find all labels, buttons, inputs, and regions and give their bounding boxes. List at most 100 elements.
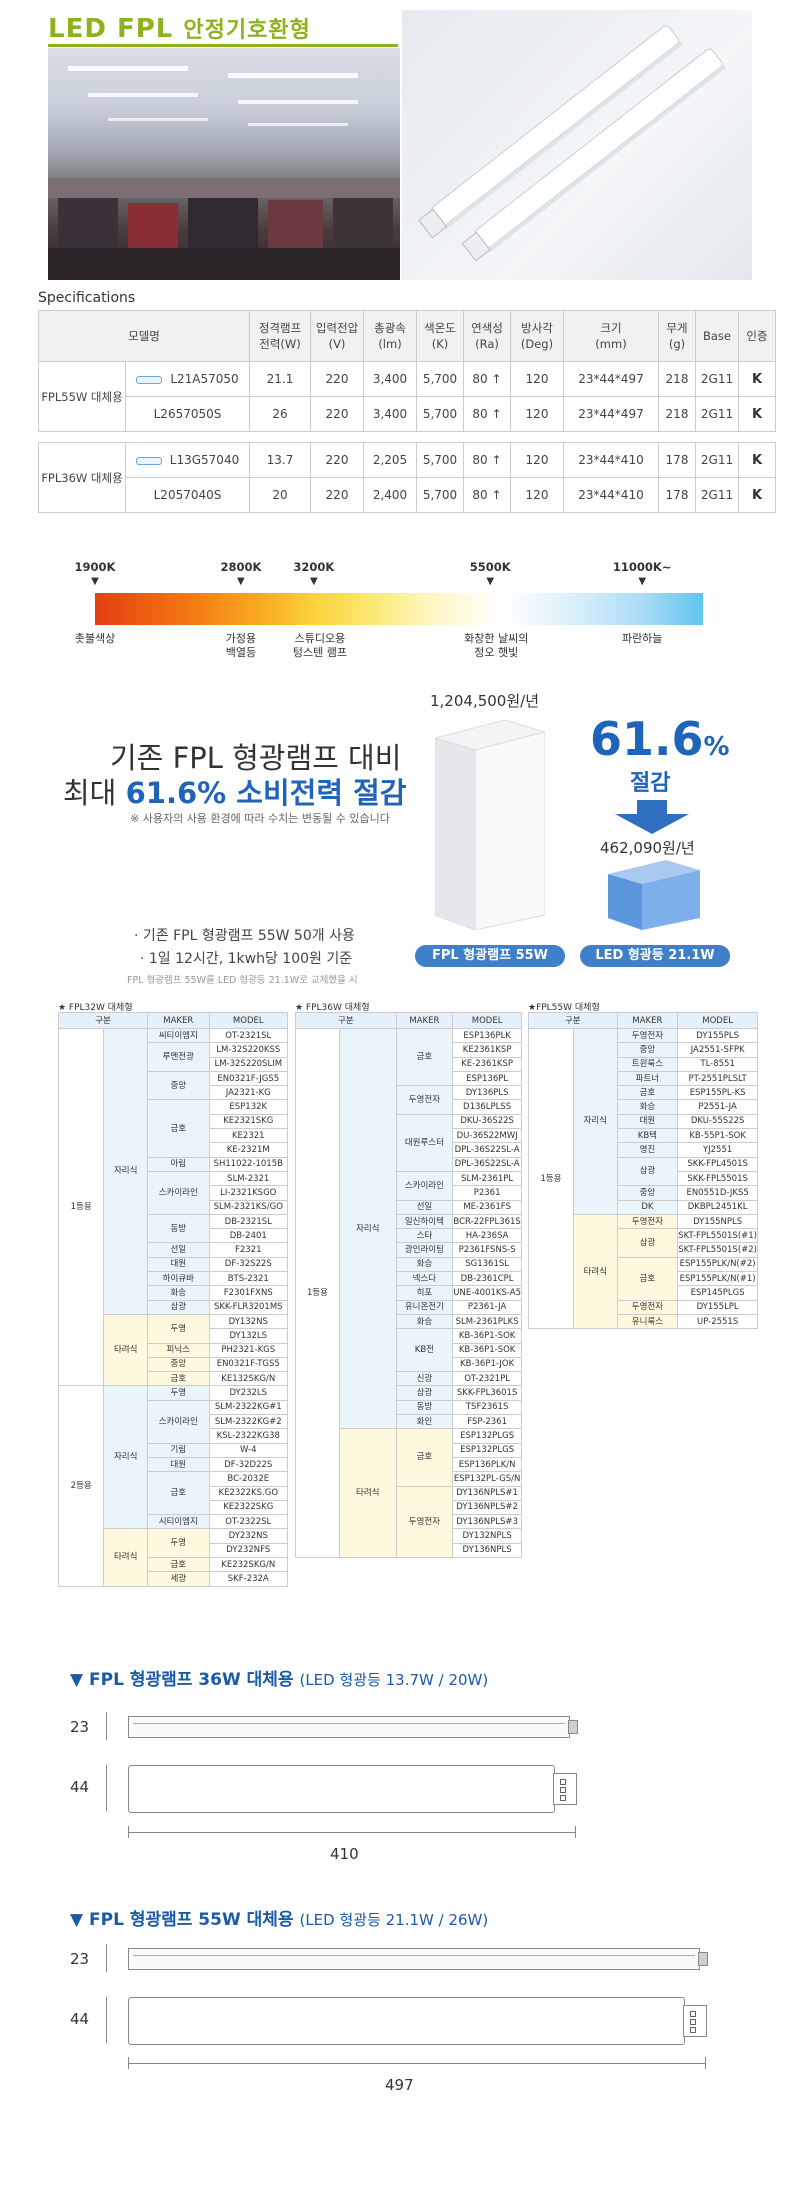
spec-group-name: FPL55W 대체용 (38, 361, 126, 432)
compat-row: ESP132PL-GS/N (296, 1471, 522, 1487)
compat-row: 1등용 자리식 금호 ESP136PLK (295, 1027, 522, 1558)
compat-model: PH2321-KGS (208, 1342, 289, 1358)
drawing-36w-main: ▼ FPL 형광램프 36W 대체용 (70, 1670, 294, 1690)
compat-model: LI-2321KSGO (208, 1185, 289, 1201)
compat-model: JA2321-KG (208, 1085, 289, 1101)
compat-head: MAKER (395, 1012, 454, 1029)
spec-k: 5,700 (416, 361, 464, 397)
compat-model: OT-2321PL (452, 1371, 522, 1387)
lamp-55w-side-pins (698, 1952, 708, 1966)
compat-maker: 파트너 (616, 1070, 679, 1087)
compat-maker: 두영전자 (616, 1213, 679, 1230)
compat-model: F2321 (208, 1242, 289, 1258)
col-k-text: 색온도 (K) (424, 321, 456, 351)
compat-row: ESP155PLK/N(#1) (529, 1271, 758, 1287)
compat-row: 타려식 두영 DY132NS (59, 1313, 289, 1387)
compat-row: 삼광 SKK-FLR3201MS (59, 1299, 289, 1315)
compat-maker: 기림 (147, 1442, 210, 1458)
compat-row: KE2322KS.GO (59, 1485, 289, 1501)
compat-row: ESP136PL (296, 1070, 522, 1087)
dim-55w-length-tick-l (128, 2057, 129, 2069)
compat-group: 1등용 (527, 1027, 575, 1330)
spec-ra: 80 ↑ (463, 442, 511, 478)
compat-maker: 동방 (147, 1213, 210, 1244)
compat-model: BTS-2321 (208, 1271, 289, 1287)
compat-model: SKT-FPL5501S(#2) (677, 1242, 758, 1258)
compat-model: KE132SKG/N (208, 1371, 289, 1387)
spec-model: L13G57040 (125, 442, 250, 478)
compat-group: 2등용 (57, 1385, 105, 1587)
spec-k: 5,700 (416, 396, 464, 432)
compat-row: 타려식 두영 DY232NS (59, 1528, 289, 1587)
compat-maker: 시티이엠지 (147, 1514, 210, 1530)
fpl55-caption: ★FPL55W 대체형 (528, 1003, 600, 1013)
compat-head: MAKER (147, 1012, 210, 1029)
col-volt-text: 입력전압 (V) (315, 321, 359, 351)
kc-cert-icon: K (751, 406, 763, 422)
compat-model: DY132NPLS (452, 1528, 522, 1544)
cert-cell: K (738, 442, 776, 478)
savings-headline-1: 기존 FPL 형광램프 대비 (110, 741, 402, 775)
compat-row: 유니온전기 P2361-JA (296, 1299, 522, 1315)
compat-maker: 화승 (395, 1313, 454, 1330)
col-deg-text: 방사각 (Deg) (520, 321, 554, 351)
page-title: LED FPL 안정기호환형 (48, 14, 311, 44)
compat-row: KE2321 (59, 1128, 289, 1144)
compat-model: TSF2361S (452, 1399, 522, 1416)
drawing-55w-sub: (LED 형광등 21.1W / 26W) (299, 1911, 489, 1929)
dim-36w-thin: 23 (70, 1718, 90, 1736)
compat-model: SLM-2321KS/GO (208, 1199, 289, 1215)
compat-maker: 두영 (147, 1528, 210, 1558)
compat-row: ESP145PLGS (529, 1285, 758, 1301)
compat-row: 2등용 자리식 두영 DY232LS (57, 1385, 289, 1587)
savings-bullet-1: · 기존 FPL 형광램프 55W 50개 사용 (134, 928, 355, 944)
col-model: 모델명 (38, 310, 250, 362)
lamp-36w-top (128, 1765, 555, 1813)
spec-ra: 80 ↑ (463, 396, 511, 432)
compat-row: SKT-FPL5501S(#2) (529, 1242, 758, 1258)
compat-row: 화승 SG1361SL (296, 1256, 522, 1273)
dim-55w-length: 497 (385, 2076, 414, 2094)
compat-maker: 대원 (147, 1456, 210, 1473)
spec-ra: 80 ↑ (463, 477, 511, 513)
spec-lm: 3,400 (363, 361, 417, 397)
compat-model: TL-8551 (677, 1056, 758, 1072)
compat-row: 화승 F2301FXNS (59, 1285, 289, 1301)
compat-maker: 피닉스 (147, 1342, 210, 1358)
dim-55w-fat-line (106, 1997, 107, 2043)
compat-model: DKU-55S22S (677, 1113, 758, 1130)
spec-model-text: L13G57040 (169, 453, 240, 467)
compat-model: SKK-FLR3201MS (208, 1299, 289, 1315)
compat-maker: 삼광 (616, 1228, 679, 1258)
compat-model: DY132NS (208, 1313, 289, 1330)
compat-row: 동방 DB-2321SL (59, 1213, 289, 1244)
compat-model: DF-32D22S (208, 1456, 289, 1473)
compat-maker: 삼광 (395, 1385, 454, 1401)
compat-model: ESP145PLGS (677, 1285, 758, 1301)
compat-model: FSP-2361 (452, 1414, 522, 1430)
compat-model: DY136NPLS (452, 1542, 522, 1558)
compat-row: 중앙 EN0551D-JKS5 (529, 1185, 758, 1201)
compat-row: 하이큐바 BTS-2321 (59, 1271, 289, 1287)
compat-model: DY232LS (208, 1385, 289, 1401)
compat-model: DY132LS (208, 1328, 289, 1344)
compat-model: KE2361KSP (452, 1042, 522, 1058)
spec-g: 178 (658, 442, 696, 478)
compat-maker: 동방 (395, 1399, 454, 1416)
compat-model: SKT-FPL5501S(#1) (677, 1228, 758, 1244)
compat-row: KE2361KSP (296, 1042, 522, 1058)
spec-table: 모델명 정격램프 전력(W) 입력전압 (V) 총광속 (lm) 색온도 (K)… (38, 310, 776, 513)
compat-head: MODEL (208, 1012, 289, 1029)
compat-row: 중앙 JA2551-SFPK (529, 1042, 758, 1058)
compat-maker: 중앙 (616, 1042, 679, 1058)
compat-row: 1등용 자리식 두영전자 DY155PLS (527, 1027, 758, 1330)
title-underline (48, 44, 398, 47)
compat-model: DY136NPLS#1 (452, 1485, 522, 1501)
compat-row: DPL-36S22SL-A (296, 1142, 522, 1158)
spec-deg: 120 (510, 442, 564, 478)
compat-maker: KB텍 (616, 1128, 679, 1144)
compat-model: KE-2321M (208, 1142, 289, 1158)
compat-row: SKK-FPL5501S (529, 1170, 758, 1187)
compat-row: 두영전자 DY155LPL (529, 1299, 758, 1315)
compat-group: 1등용 (295, 1028, 340, 1558)
